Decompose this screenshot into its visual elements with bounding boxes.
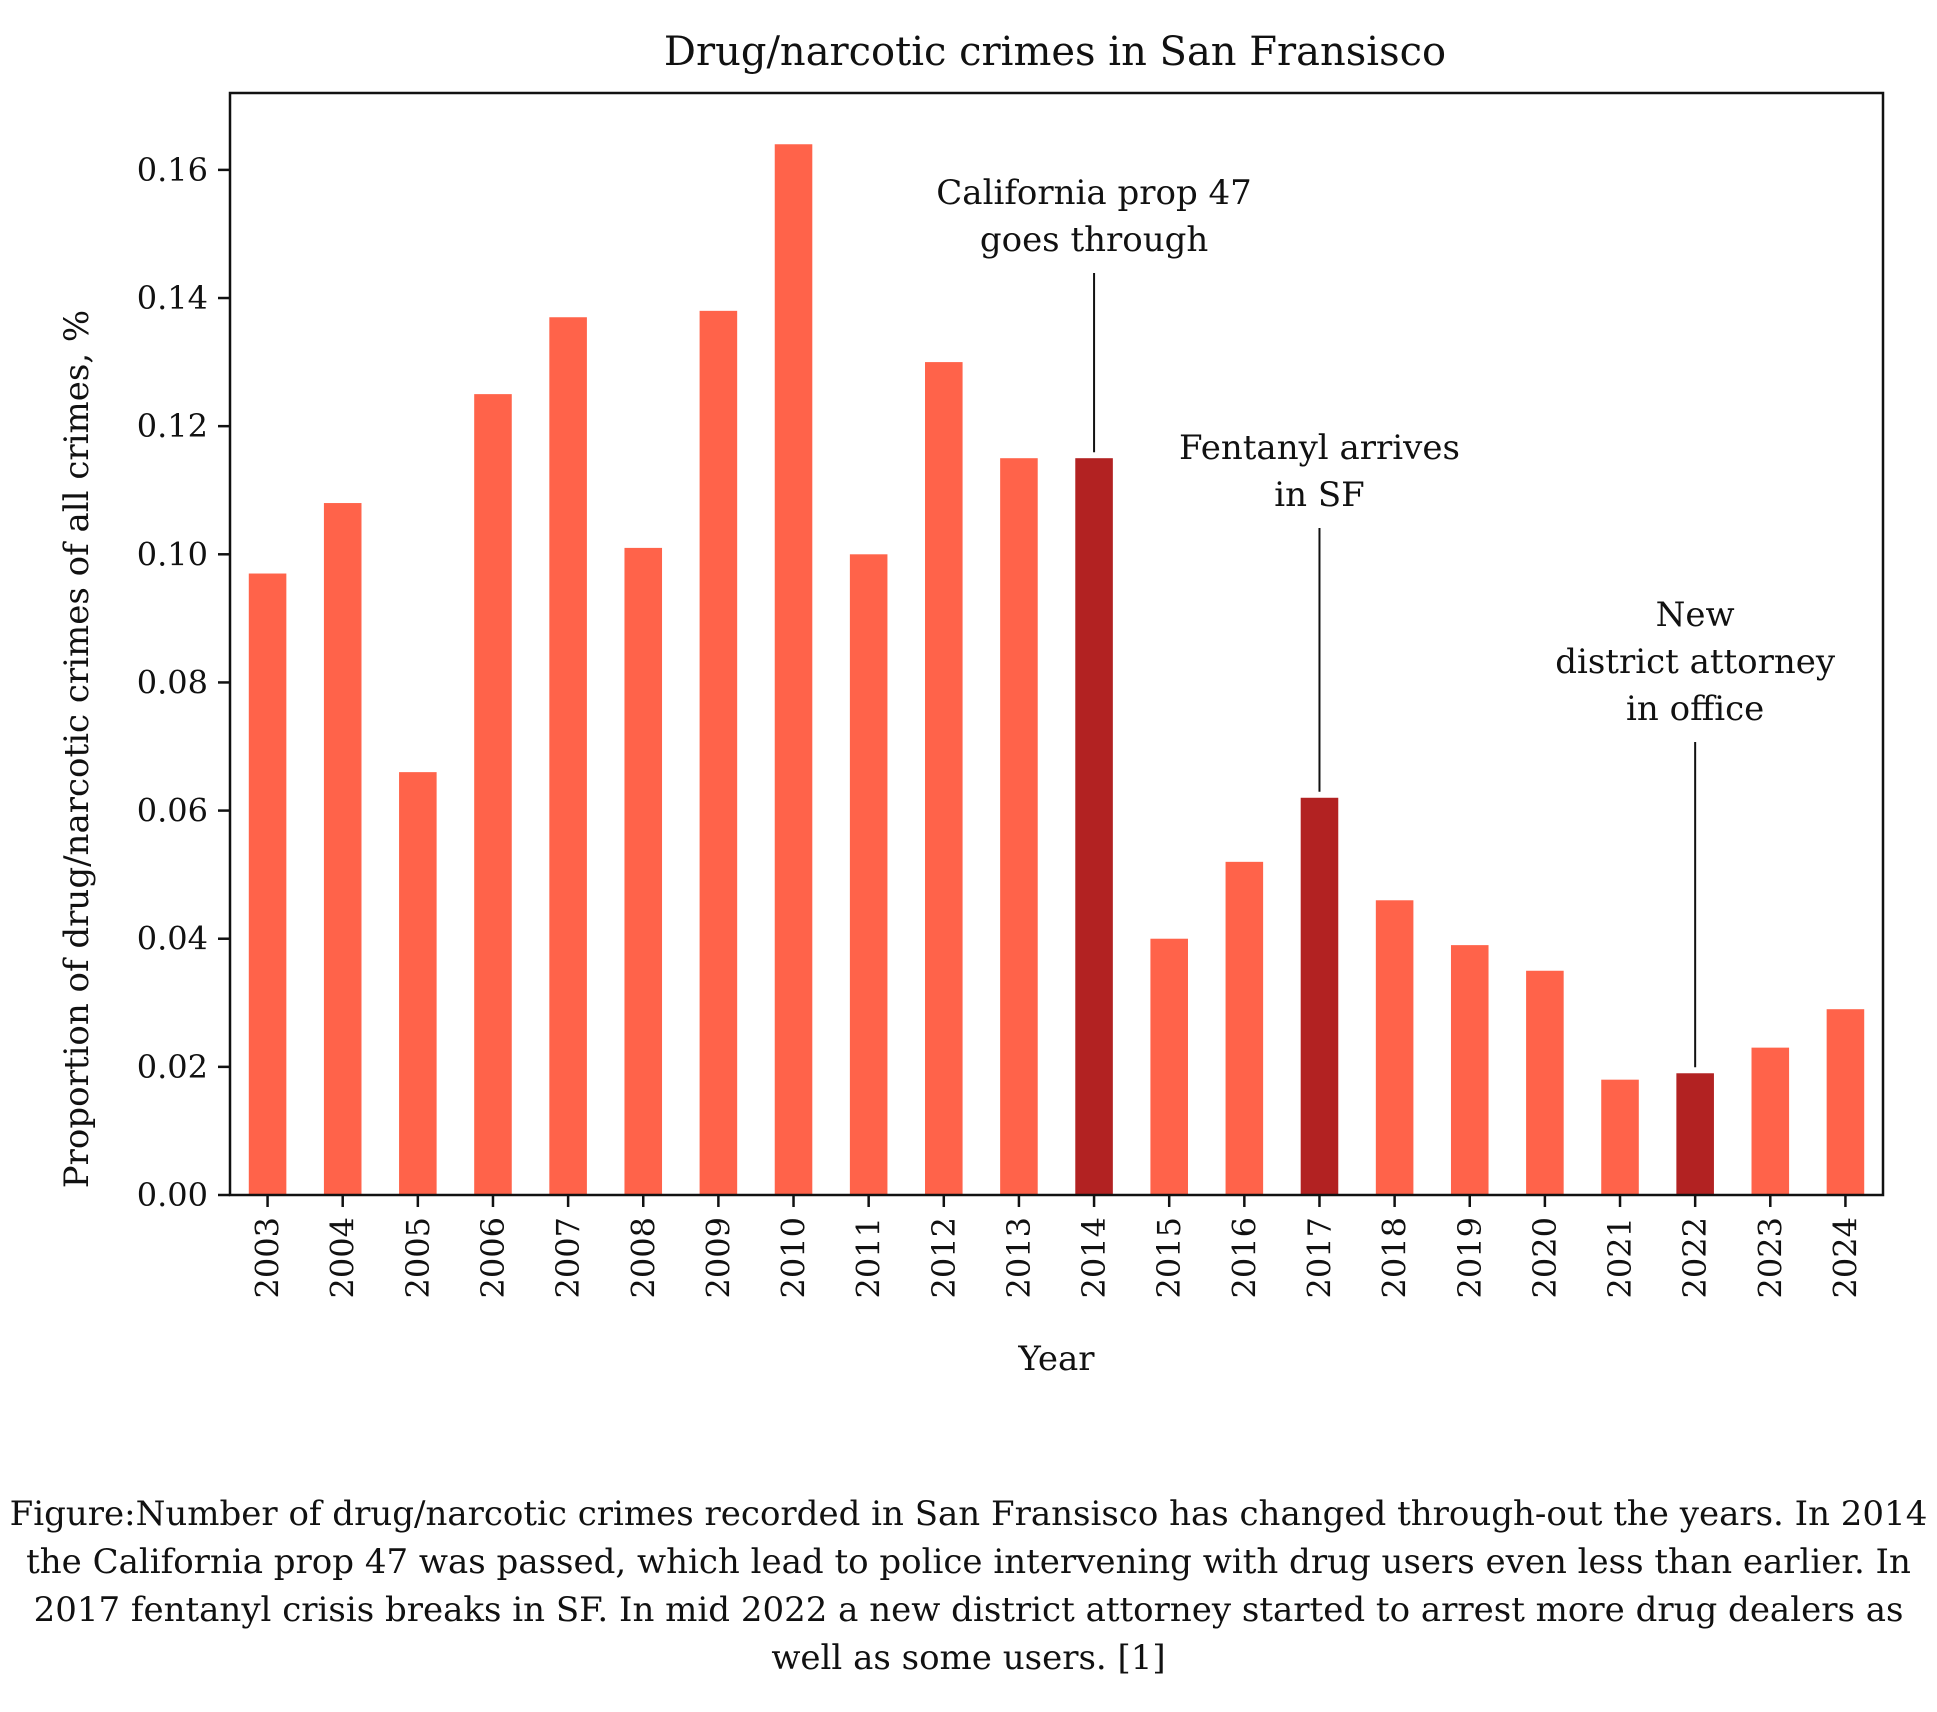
y-tick-label: 0.16 [137,151,208,189]
bar-2006 [474,394,512,1195]
bar-2009 [699,310,738,1195]
x-tick-label: 2018 [1376,1217,1414,1298]
y-tick-label: 0.08 [137,663,208,701]
x-tick-label: 2010 [775,1217,813,1298]
bar-2022 [1676,1073,1714,1195]
y-tick-label: 0.02 [137,1048,208,1086]
plot-frame [228,91,1885,1197]
bar-2005 [399,772,437,1195]
figure-caption: Figure:Number of drug/narcotic crimes re… [9,1494,1928,1678]
x-tick-label: 2004 [324,1217,362,1298]
y-tick-label: 0.04 [137,920,208,958]
x-tick-label: 2024 [1826,1217,1864,1298]
bar-2016 [1225,861,1264,1195]
y-axis: 0.00 0.02 0.04 0.06 0.08 0.10 0.12 0.14 0.16 [137,151,230,1214]
bar-2010 [774,144,813,1195]
y-tick-label: 0.10 [137,535,208,573]
x-tick-label: 2023 [1751,1217,1789,1298]
x-axis-label: Year [1017,1339,1095,1379]
bar-2019 [1450,945,1489,1195]
bar-2008 [624,547,663,1195]
bar-2023 [1751,1047,1790,1195]
x-tick-label: 2017 [1300,1217,1338,1298]
bar-2004 [323,503,362,1195]
y-tick-label: 0.12 [137,407,208,445]
x-tick-label: 2014 [1075,1217,1113,1298]
annotations-layer: California prop 47 goes through Fentanyl a… [936,173,1836,1068]
x-tick-label: 2006 [474,1217,512,1298]
annotation-text: goes through [980,220,1208,260]
x-tick-label: 2020 [1526,1217,1564,1298]
x-tick-label: 2013 [1000,1217,1038,1298]
chart-title: Drug/narcotic crimes in San Fransisco [664,29,1446,75]
bar-2003 [248,573,287,1195]
bars-layer [248,144,1865,1196]
x-tick-label: 2007 [549,1217,587,1298]
bar-2007 [549,317,587,1196]
y-tick-label: 0.14 [137,279,208,317]
bar-chart: Drug/narcotic crimes in San Fransisco Ca… [57,29,1885,1379]
bar-2015 [1150,938,1188,1195]
x-tick-label: 2005 [399,1217,437,1298]
annotation-text: in SF [1274,475,1364,515]
bar-2014 [1075,458,1113,1196]
x-tick-label: 2003 [249,1217,287,1298]
annotation-text: California prop 47 [936,173,1252,213]
annotation-text: Fentanyl arrives [1179,428,1460,468]
bar-2021 [1601,1079,1639,1195]
x-tick-label: 2019 [1451,1217,1489,1298]
x-tick-label: 2016 [1225,1217,1263,1298]
bar-2020 [1526,970,1564,1195]
bar-2012 [925,362,963,1195]
x-tick-label: 2008 [624,1217,662,1298]
annotation-text: district attorney [1555,642,1836,682]
bar-2018 [1375,900,1414,1195]
x-tick-label: 2012 [925,1217,963,1298]
x-tick-label: 2015 [1150,1217,1188,1298]
bar-2017 [1300,797,1339,1195]
x-tick-label: 2021 [1601,1217,1639,1298]
x-axis: 2003 2004 2005 2006 2007 2008 2009 2010 2011 2012… [249,1195,1864,1298]
x-tick-label: 2011 [850,1217,888,1298]
y-axis-label: Proportion of drug/narcotic crimes of al… [57,310,97,1189]
annotation-text: in office [1626,689,1764,729]
bar-2013 [1000,458,1038,1196]
y-tick-label: 0.00 [137,1176,208,1214]
bar-2011 [849,554,888,1195]
annotation-text: New [1656,595,1735,635]
y-tick-label: 0.06 [137,792,208,830]
x-tick-label: 2022 [1676,1217,1714,1298]
x-tick-label: 2009 [699,1217,737,1298]
bar-2024 [1826,1009,1865,1195]
